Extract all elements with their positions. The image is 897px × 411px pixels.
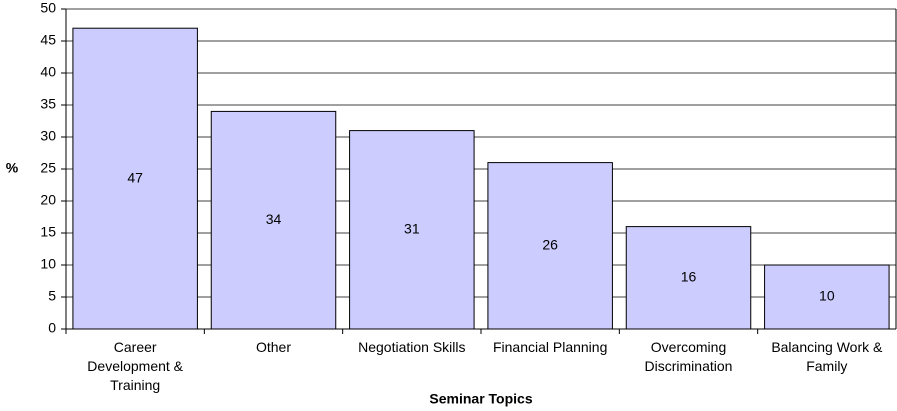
y-tick-label: 45	[40, 32, 56, 48]
y-tick-label: 25	[40, 160, 56, 176]
bar	[349, 130, 475, 330]
y-tick-label: 35	[40, 96, 56, 112]
y-tick-label: 40	[40, 64, 56, 80]
x-tick-label: Negotiation Skills	[358, 339, 465, 355]
data-label: 10	[819, 288, 835, 304]
x-tick-label: Career Development & Training	[87, 339, 183, 393]
bar	[72, 27, 198, 330]
x-tick-label: Balancing Work & Family	[771, 339, 883, 374]
x-tick-label: Other	[256, 339, 291, 355]
bar	[764, 264, 890, 330]
x-tick-label: Overcoming Discrimination	[645, 339, 733, 374]
y-tick-label: 30	[40, 128, 56, 144]
y-axis-label: %	[6, 160, 19, 176]
data-label: 47	[127, 169, 143, 185]
bar	[487, 162, 613, 330]
data-label: 34	[266, 211, 282, 227]
bar	[210, 110, 337, 330]
data-label: 26	[542, 237, 558, 253]
data-label: 16	[681, 269, 697, 285]
data-label: 31	[404, 221, 420, 237]
y-tick-label: 15	[40, 224, 56, 240]
y-tick-label: 5	[48, 288, 56, 304]
x-axis-label: Seminar Topics	[429, 391, 532, 407]
y-tick-label: 10	[40, 256, 56, 272]
y-tick-label: 20	[40, 192, 56, 208]
y-tick-label: 50	[40, 0, 56, 16]
x-tick-label: Financial Planning	[493, 339, 607, 355]
y-tick-label: 0	[48, 320, 56, 336]
